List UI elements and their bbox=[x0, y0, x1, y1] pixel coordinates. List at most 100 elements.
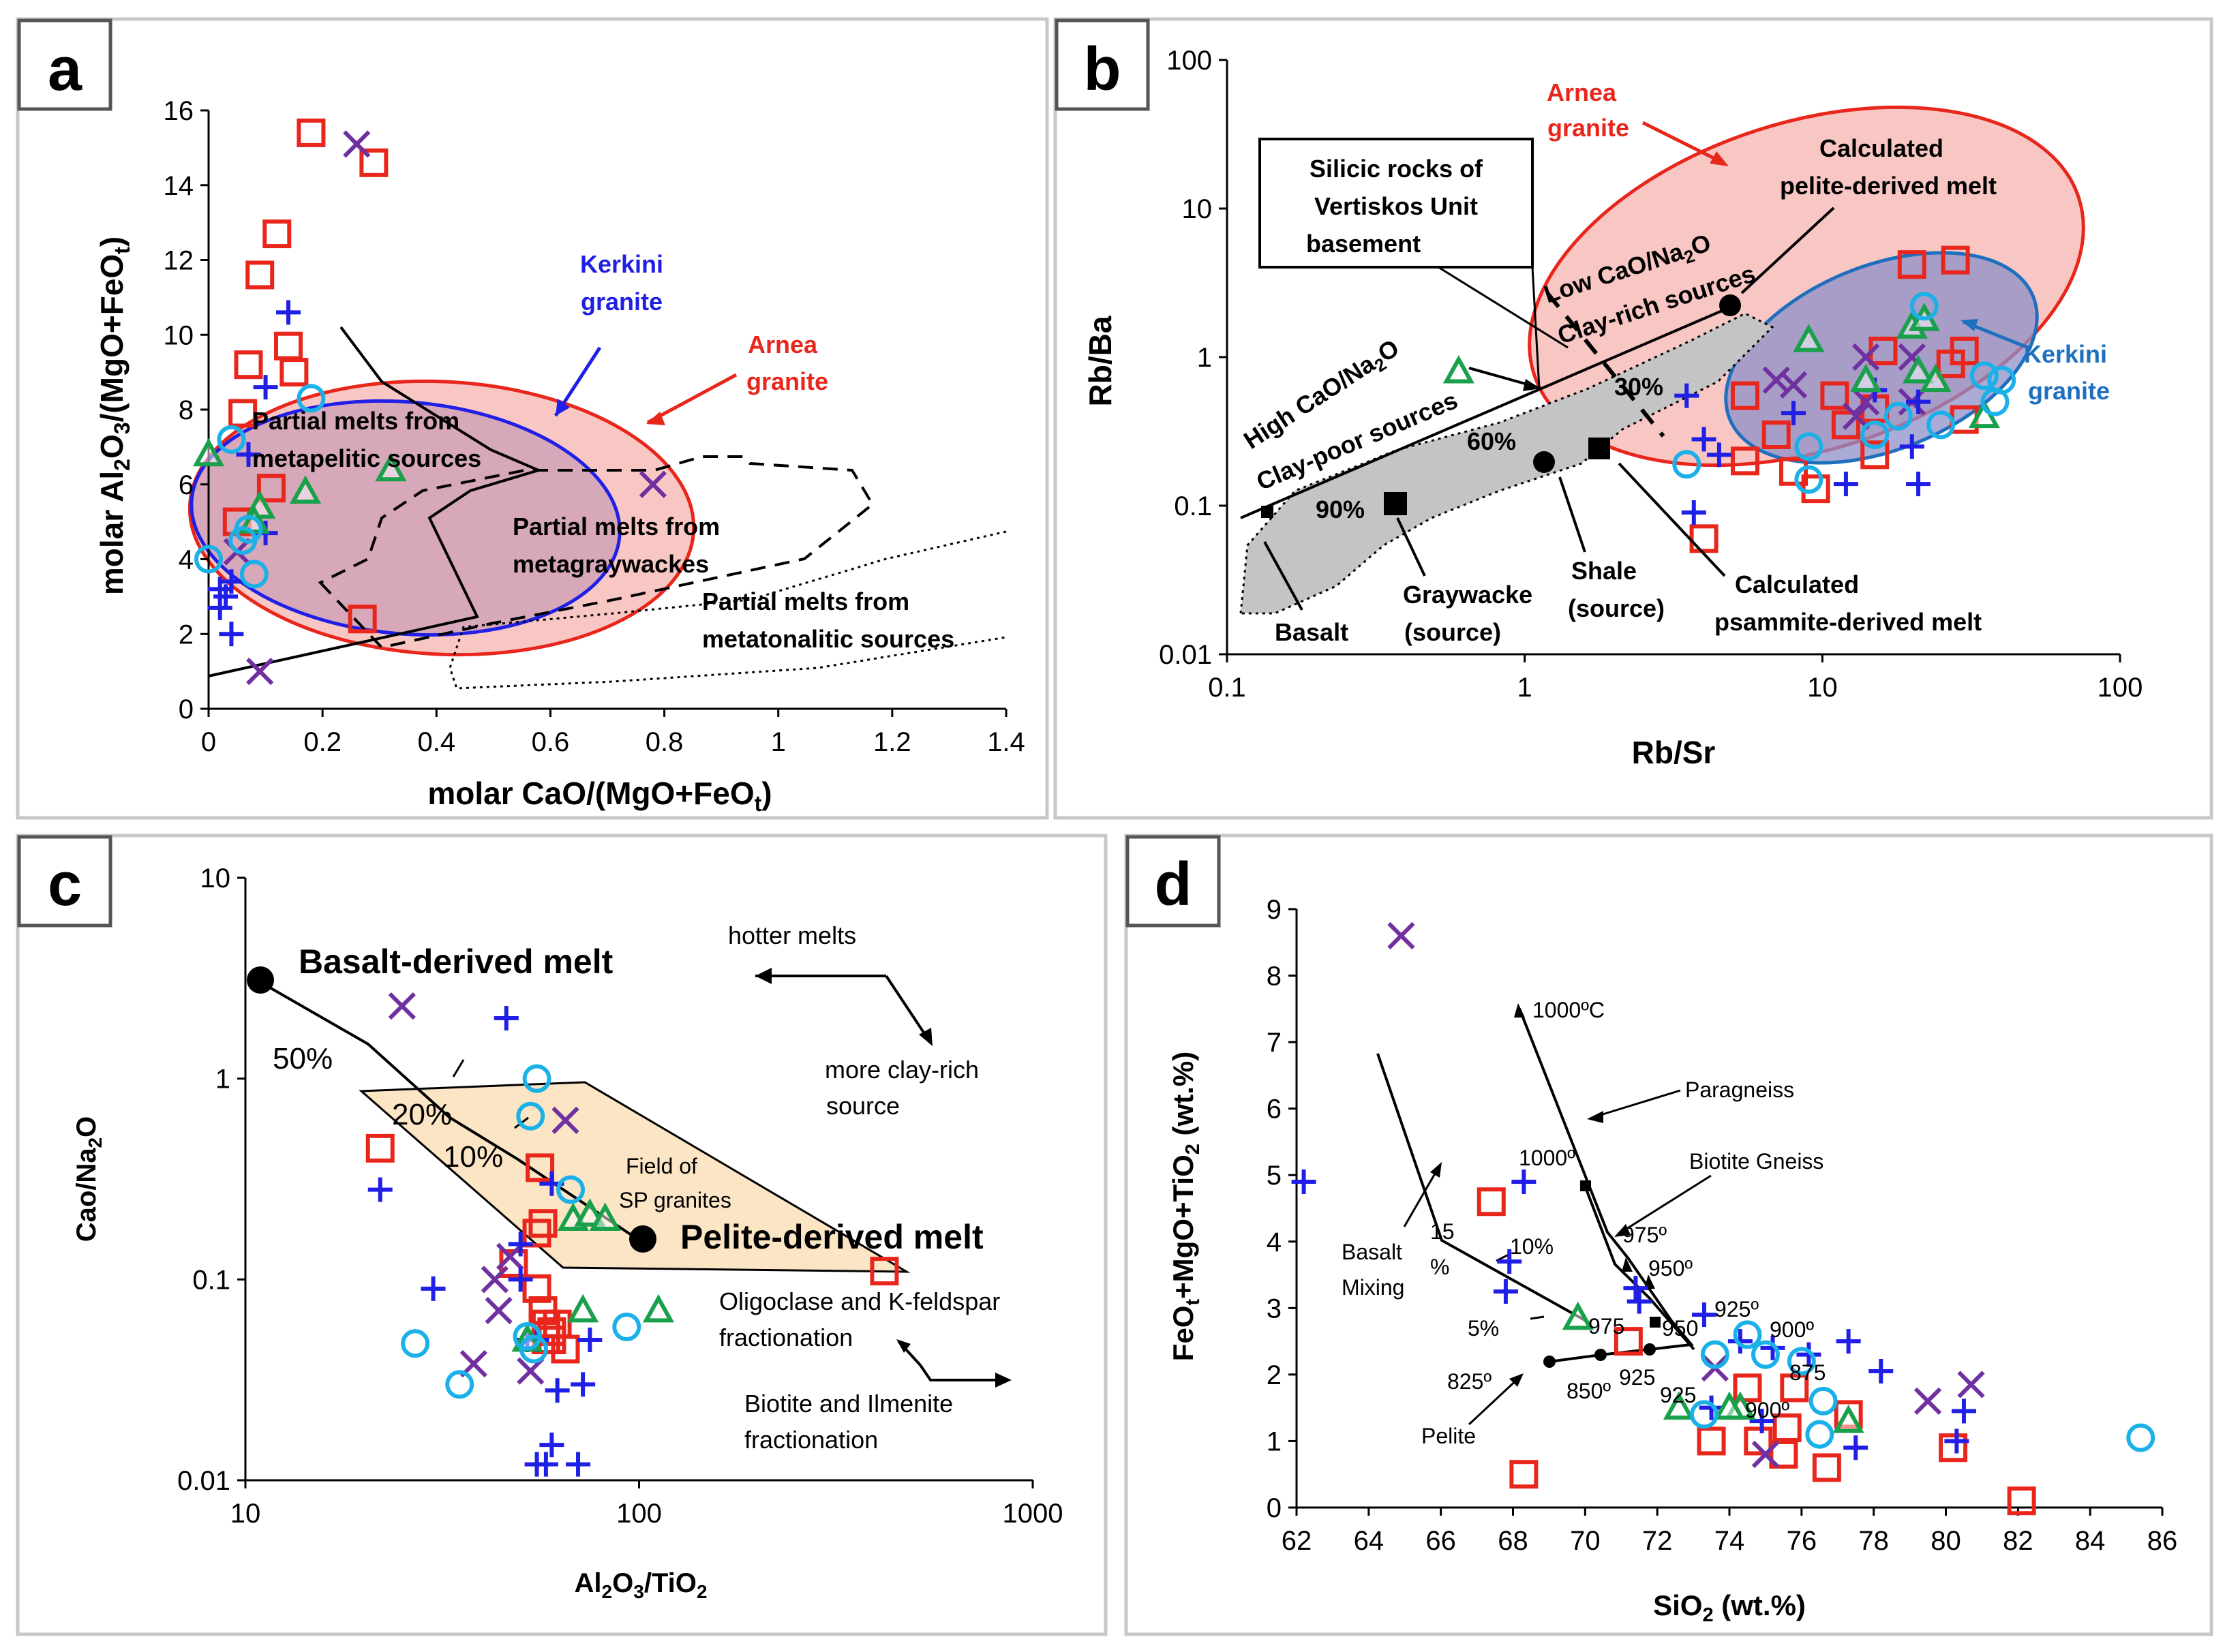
blue-plus-point bbox=[253, 375, 278, 400]
kerkini-label-a-2: granite bbox=[581, 288, 663, 316]
purple-x-point bbox=[1762, 366, 1790, 394]
pct15-label-2: % bbox=[1430, 1255, 1449, 1279]
x-tick-label: 64 bbox=[1354, 1526, 1384, 1556]
blue-plus-point bbox=[1944, 1428, 1969, 1454]
green-triangle-point bbox=[289, 475, 322, 504]
panel-a-letter: a bbox=[48, 35, 82, 104]
panel-d-xlabel: SiO2 (wt.%) bbox=[1653, 1589, 1806, 1626]
panel-d-letter: d bbox=[1155, 851, 1192, 919]
red-square-point bbox=[522, 1219, 551, 1248]
red-square-point bbox=[526, 1153, 555, 1182]
blue-plus-point bbox=[276, 300, 301, 325]
y-tick-label: 4 bbox=[179, 545, 194, 575]
metapelitic-label: Partial melts from bbox=[252, 407, 459, 435]
cyan-circle-point bbox=[239, 560, 269, 589]
green-triangle-point bbox=[1902, 354, 1935, 384]
kerkini-label-b: Kerkini bbox=[2024, 340, 2107, 368]
metagraywacke-label: Partial melts from bbox=[513, 513, 720, 540]
panel-d-x-ticks: 62 64 66 68 70 72 74 76 78 80 82 84 86 bbox=[1282, 1508, 2177, 1556]
sp-field-label: Field of bbox=[626, 1154, 697, 1178]
hotter-melts-label: hotter melts bbox=[728, 921, 856, 949]
panel-a-x-ticks: 0 0.2 0.4 0.6 0.8 1 1.2 1.4 bbox=[201, 709, 1025, 757]
x-tick-label: 0 bbox=[201, 727, 216, 757]
panel-b-xlabel: Rb/Sr bbox=[1632, 735, 1716, 770]
blue-plus-point bbox=[577, 1328, 603, 1353]
y-tick-label: 14 bbox=[164, 171, 194, 201]
red-square-point bbox=[1812, 1453, 1841, 1482]
biotite-gneiss-curve bbox=[1584, 1185, 1695, 1351]
cyan-circle-point bbox=[1733, 1320, 1762, 1349]
panel-c-ylabel: Cao/Na2O bbox=[72, 1116, 106, 1242]
panel-c-x-ticks: 10 100 1000 bbox=[230, 1480, 1063, 1529]
green-triangle-point bbox=[1442, 354, 1474, 384]
t950b-label: 950 bbox=[1662, 1316, 1698, 1341]
blue-plus-point bbox=[1493, 1279, 1518, 1304]
arnea-label-a: Arnea bbox=[748, 331, 818, 358]
panel-a-regions bbox=[187, 326, 1007, 690]
purple-x-point bbox=[496, 1242, 524, 1270]
cyan-circle-point bbox=[1794, 432, 1823, 461]
y-tick-label: 16 bbox=[164, 96, 194, 126]
green-triangle-point bbox=[1663, 1391, 1695, 1420]
green-triangle-point bbox=[375, 453, 407, 482]
y-tick-label: 9 bbox=[1267, 895, 1282, 925]
pct5-label: 5% bbox=[1468, 1316, 1499, 1341]
pct10-label: 10% bbox=[443, 1140, 503, 1174]
t925b-label: 925 bbox=[1619, 1365, 1655, 1390]
purple-x-point bbox=[1957, 1371, 1985, 1398]
green-triangle-point bbox=[1920, 363, 1952, 393]
blue-plus-point bbox=[1706, 442, 1731, 468]
panel-c-points bbox=[365, 992, 899, 1477]
purple-x-point bbox=[1387, 921, 1415, 950]
x-tick-label: 80 bbox=[1931, 1526, 1961, 1556]
purple-x-point bbox=[343, 130, 371, 158]
red-square-point bbox=[279, 358, 309, 387]
purple-x-point bbox=[1751, 1440, 1780, 1469]
red-square-point bbox=[365, 1133, 395, 1163]
x-tick-label: 62 bbox=[1282, 1526, 1312, 1556]
cyan-circle-point bbox=[1926, 410, 1956, 440]
panel-d-y-ticks: 0 1 2 3 4 5 6 7 8 9 bbox=[1267, 895, 1297, 1523]
t825-label: 825º bbox=[1447, 1369, 1492, 1394]
cyan-circle-point bbox=[297, 384, 326, 413]
x-tick-label: 70 bbox=[1570, 1526, 1601, 1556]
red-square-point bbox=[528, 1209, 558, 1238]
blue-plus-point bbox=[1899, 434, 1924, 459]
cyan-circle-point bbox=[519, 1334, 548, 1364]
green-triangle-point bbox=[1562, 1301, 1594, 1330]
x-tick-label: 100 bbox=[2098, 673, 2143, 703]
blue-plus-point bbox=[1951, 1398, 1976, 1424]
cyan-circle-point bbox=[1787, 1347, 1816, 1376]
clay-rich-label: more clay-rich bbox=[825, 1056, 979, 1084]
panel-a-ylabel: molar Al2O3/(MgO+FeOt) bbox=[94, 236, 134, 595]
paragneiss-curve bbox=[1518, 1008, 1694, 1347]
x-tick-label: 84 bbox=[2075, 1526, 2106, 1556]
cyan-circle-point bbox=[1883, 401, 1913, 431]
purple-x-point bbox=[388, 992, 416, 1020]
red-square-point bbox=[1697, 1426, 1726, 1456]
blue-plus-point bbox=[1833, 472, 1858, 497]
blue-plus-point bbox=[539, 1433, 564, 1458]
red-square-point bbox=[1761, 420, 1791, 449]
x-tick-label: 10 bbox=[230, 1499, 261, 1529]
blue-plus-point bbox=[367, 1177, 393, 1202]
pelite-label-d: Pelite bbox=[1421, 1424, 1476, 1448]
x-tick-label: 100 bbox=[616, 1499, 662, 1529]
blue-plus-point bbox=[1681, 500, 1706, 525]
y-tick-label: 12 bbox=[164, 246, 194, 276]
x-tick-label: 1 bbox=[771, 727, 786, 757]
y-tick-label: 10 bbox=[200, 863, 231, 893]
purple-x-point bbox=[1842, 402, 1871, 430]
t900-label: 900º bbox=[1770, 1317, 1814, 1342]
cyan-circle-point bbox=[1969, 361, 1999, 391]
blue-plus-point bbox=[1906, 472, 1931, 497]
green-triangle-point bbox=[1850, 363, 1882, 393]
blue-plus-point bbox=[1691, 427, 1716, 452]
cyan-circle-point bbox=[1860, 420, 1890, 449]
paragneiss-label: Paragneiss bbox=[1685, 1077, 1794, 1102]
t950-label: 950º bbox=[1648, 1256, 1693, 1281]
blue-plus-point bbox=[545, 1378, 570, 1403]
red-square-point bbox=[234, 350, 263, 380]
